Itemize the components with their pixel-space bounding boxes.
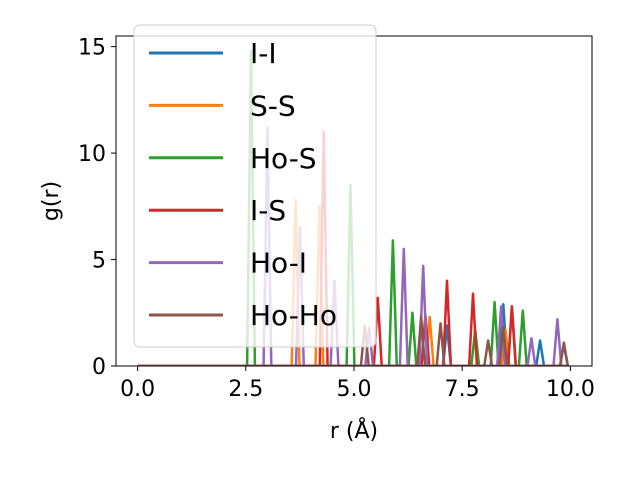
legend-label-ho-i: Ho-I <box>250 247 307 280</box>
legend-label-i-i: I-I <box>250 37 277 70</box>
y-tick-label: 5 <box>92 249 106 274</box>
x-tick-label: 0.0 <box>120 377 155 402</box>
y-axis-label: g(r) <box>39 181 64 221</box>
legend: I-I S-S Ho-S I-S Ho-I Ho-Ho <box>133 24 377 348</box>
x-axis: 0.0 2.5 5.0 7.5 10.0 <box>120 366 595 402</box>
legend-label-i-s: I-S <box>250 194 286 227</box>
x-tick-label: 2.5 <box>228 377 263 402</box>
x-tick-label: 7.5 <box>445 377 480 402</box>
legend-label-ho-ho: Ho-Ho <box>250 299 337 332</box>
legend-label-s-s: S-S <box>250 89 296 122</box>
y-tick-label: 15 <box>78 36 106 61</box>
x-tick-label: 10.0 <box>546 377 595 402</box>
x-axis-label: r (Å) <box>330 417 378 444</box>
legend-label-ho-s: Ho-S <box>250 142 317 175</box>
y-axis: 0 5 10 15 <box>78 36 116 380</box>
x-tick-label: 5.0 <box>337 377 372 402</box>
y-tick-label: 10 <box>78 142 106 167</box>
y-tick-label: 0 <box>92 355 106 380</box>
